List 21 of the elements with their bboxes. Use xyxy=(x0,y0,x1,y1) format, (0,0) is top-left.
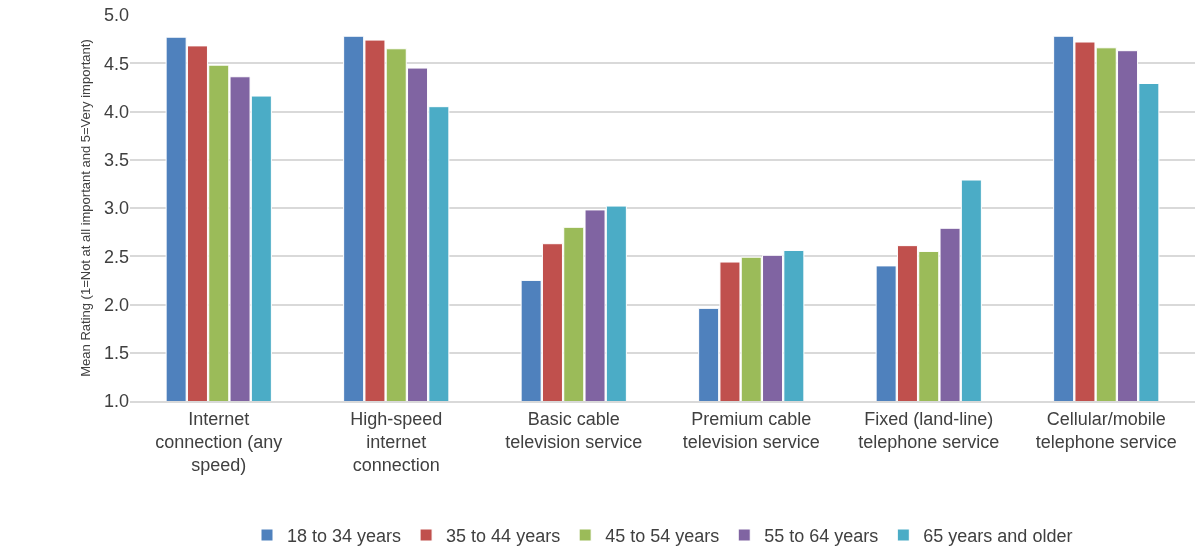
y-tick-label: 1.0 xyxy=(103,391,129,412)
y-tick-label: 2.5 xyxy=(103,246,129,267)
y-axis-title: Mean Rating (1=Not at all important and 5=Very important) xyxy=(77,39,93,377)
y-tick-label: 2.0 xyxy=(103,294,129,315)
legend-label: 18 to 34 years xyxy=(287,526,402,547)
y-tick-label: 3.0 xyxy=(103,198,129,219)
x-tick-label: High-speed internet connection xyxy=(350,408,443,476)
y-tick-label: 1.5 xyxy=(103,343,129,364)
y-tick-label: 3.5 xyxy=(103,150,129,171)
legend-label: 35 to 44 years xyxy=(446,526,561,547)
y-tick-label: 4.0 xyxy=(103,101,129,122)
legend-label: 65 years and older xyxy=(923,526,1073,547)
x-tick-label: Fixed (land-line) telephone service xyxy=(858,408,1000,452)
x-tick-label: Basic cable television service xyxy=(505,408,643,452)
legend-label: 55 to 64 years xyxy=(764,526,879,547)
x-tick-label: Internet connection (any speed) xyxy=(155,408,283,476)
y-tick-label: 4.5 xyxy=(103,53,129,74)
x-tick-label: Premium cable television service xyxy=(682,408,820,452)
legend-label: 45 to 54 years xyxy=(605,526,720,547)
x-tick-label: Cellular/mobile telephone service xyxy=(1035,408,1177,452)
y-tick-label: 5.0 xyxy=(103,5,129,26)
